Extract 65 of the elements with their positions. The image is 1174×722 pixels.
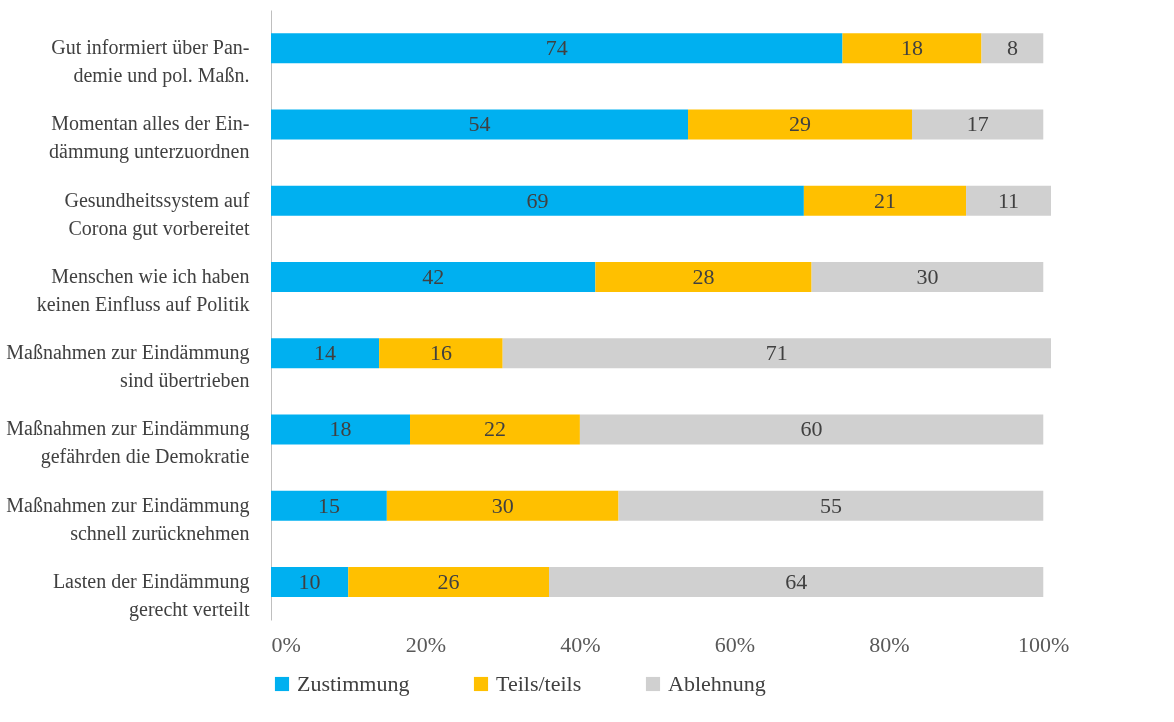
y-tick-label: Lasten der Eindämmung gerecht verteilt (52, 569, 250, 621)
bar (842, 33, 982, 64)
bar (386, 490, 619, 521)
x-tick-label: 80% (869, 631, 910, 657)
x-tick-label: 40% (560, 631, 601, 657)
bar (966, 185, 1051, 216)
bar (803, 185, 967, 216)
data-label: 55 (819, 492, 842, 518)
y-tick-label: Momentan alles der Ein- dämmung unterzuordnen (49, 112, 250, 164)
data-label: 15 (317, 492, 340, 518)
bar (618, 490, 1044, 521)
data-label: 16 (429, 340, 452, 366)
bar (271, 338, 380, 369)
bar (271, 33, 843, 64)
bar (271, 414, 411, 445)
bar (911, 109, 1044, 140)
x-tick-label: 0% (271, 631, 301, 657)
x-tick-label: 20% (405, 631, 447, 657)
bar (811, 261, 1044, 292)
bar (410, 414, 580, 445)
data-label: 8 (1006, 35, 1018, 61)
y-tick-label: Menschen wie ich haben keinen Einfluss auf Politik (36, 264, 250, 315)
bar (348, 566, 550, 597)
bar (379, 338, 503, 369)
data-label: 28 (692, 263, 715, 289)
data-label: 74 (545, 35, 568, 61)
x-tick-label: 100% (1018, 631, 1070, 657)
bar (271, 490, 387, 521)
data-label: 18 (329, 416, 352, 442)
data-label: 11 (997, 187, 1020, 213)
data-label: 30 (916, 263, 939, 289)
data-label: 42 (422, 263, 445, 289)
y-tick-label: Gut informiert über Pan- demie und pol. Maßn. (51, 36, 250, 88)
data-label: 17 (966, 111, 989, 137)
bar (502, 338, 1051, 369)
y-tick-label: Maßnahmen zur Eindämmung gefährden die Demokratie (6, 417, 250, 469)
data-label: 30 (491, 492, 514, 518)
data-label: 10 (298, 568, 321, 594)
data-label: 69 (526, 187, 549, 213)
y-tick-label: Gesundheitssystem auf Corona gut vorbereitet (64, 188, 250, 240)
legend-label: Zustimmung (297, 671, 410, 696)
bar (981, 33, 1044, 64)
bar (271, 261, 596, 292)
data-label: 21 (873, 187, 896, 213)
bar (271, 185, 804, 216)
bar (595, 261, 812, 292)
legend-label: Ablehnung (668, 671, 766, 696)
bar (271, 566, 349, 597)
data-label: 29 (789, 111, 812, 137)
data-label: 18 (900, 35, 923, 61)
y-tick-label: Maßnahmen zur Eindämmung schnell zurücknehmen (6, 493, 250, 544)
data-label: 22 (483, 416, 506, 442)
bar (549, 566, 1044, 597)
data-label: 64 (785, 568, 808, 594)
data-label: 60 (800, 416, 823, 442)
bar (688, 109, 912, 140)
data-label: 71 (765, 340, 788, 366)
data-label: 26 (437, 568, 460, 594)
bar (579, 414, 1044, 445)
data-label: 54 (468, 111, 491, 137)
legend-label: Teils/teils (496, 671, 582, 696)
bar (271, 109, 689, 140)
x-tick-label: 60% (714, 631, 756, 657)
data-label: 14 (314, 340, 337, 366)
y-tick-label: Maßnahmen zur Eindämmung sind übertrieben (6, 341, 250, 392)
